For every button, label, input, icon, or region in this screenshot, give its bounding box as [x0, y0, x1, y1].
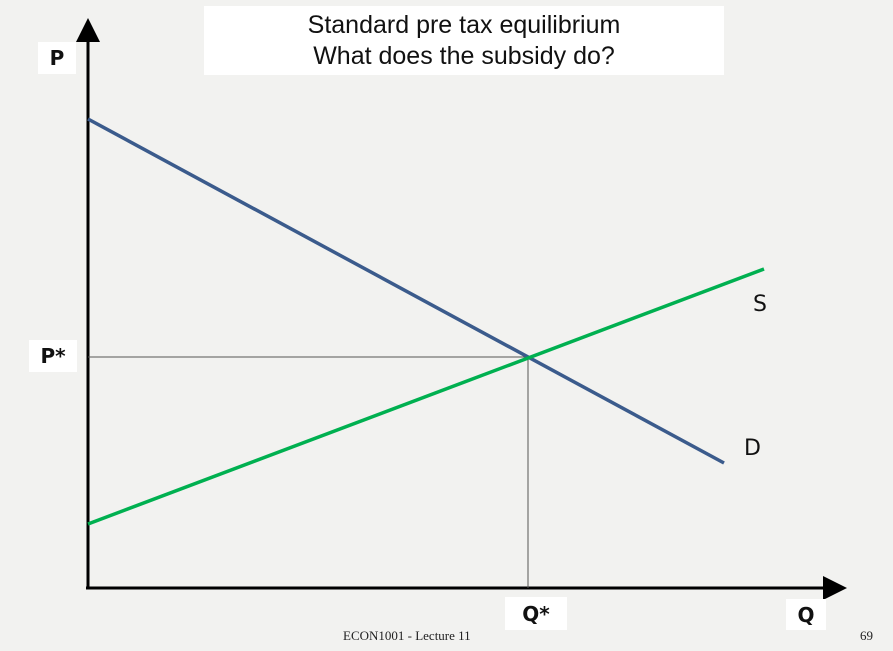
demand-curve [87, 117, 725, 465]
supply-label: S [753, 292, 767, 317]
equilibrium-quantity-label: Q* [505, 597, 567, 630]
x-axis-label: Q [786, 599, 826, 630]
y-axis-label: P [38, 42, 76, 74]
equilibrium-price-label: P* [29, 340, 77, 372]
page-number: 69 [860, 628, 873, 643]
title-line-1: Standard pre tax equilibrium [307, 10, 621, 39]
footer-course: ECON1001 - Lecture 11 [343, 628, 471, 643]
title-line-2: What does the subsidy do? [313, 41, 615, 70]
demand-label: D [744, 436, 761, 461]
supply-curve [87, 267, 765, 526]
slide-title: Standard pre tax equilibrium What does t… [204, 6, 724, 75]
